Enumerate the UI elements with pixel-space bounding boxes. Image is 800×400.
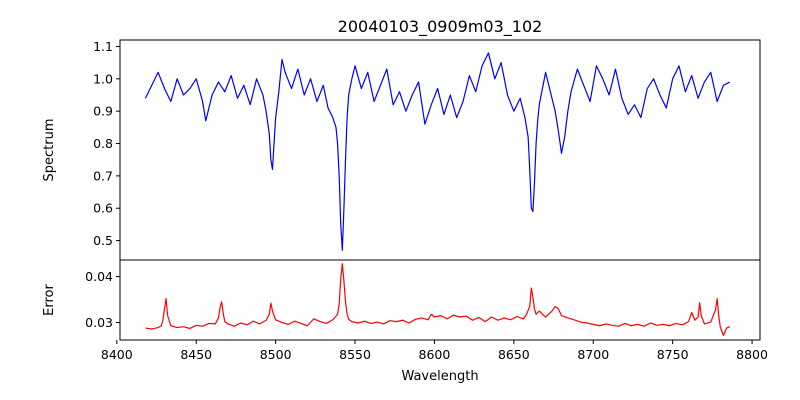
x-tick-label: 8400 — [101, 347, 133, 362]
x-axis-ticks: 8400 8450 8500 8550 8600 8650 8700 8750 8800 — [101, 340, 768, 362]
spectrum-plot-area — [144, 52, 731, 251]
x-tick-label: 8600 — [419, 347, 451, 362]
error-y-axis-label: Error — [42, 284, 57, 316]
spectrum-y-tick-label: 0.8 — [93, 136, 113, 151]
x-tick-label: 8700 — [577, 347, 609, 362]
spectrum-y-tick-label: 0.5 — [93, 233, 113, 248]
chart-title: 20040103_0909m03_102 — [338, 17, 543, 37]
error-y-tick-label: 0.03 — [85, 315, 113, 330]
spectrum-y-tick-label: 1.0 — [93, 71, 113, 86]
x-tick-label: 8550 — [339, 347, 371, 362]
x-tick-label: 8500 — [260, 347, 292, 362]
spectrum-y-ticks: 0.5 0.6 0.7 0.8 0.9 1.0 1.1 — [93, 39, 120, 248]
spectrum-y-axis-label: Spectrum — [42, 119, 57, 182]
x-axis-label: Wavelength — [401, 369, 478, 384]
spectrum-y-tick-label: 0.7 — [93, 168, 113, 183]
error-plot-area — [145, 263, 731, 336]
spectrum-series-line — [144, 52, 731, 251]
x-tick-label: 8800 — [736, 347, 768, 362]
spectrum-y-tick-label: 0.9 — [93, 104, 113, 119]
error-panel: 0.03 0.04 Error — [42, 259, 761, 341]
x-tick-label: 8450 — [180, 347, 212, 362]
spectrum-y-tick-label: 0.6 — [93, 201, 113, 216]
spectrum-y-tick-label: 1.1 — [93, 39, 113, 54]
error-y-ticks: 0.03 0.04 — [85, 269, 120, 330]
spectrum-panel: 0.5 0.6 0.7 0.8 0.9 1.0 1.1 Spectrum — [42, 39, 761, 261]
error-y-tick-label: 0.04 — [85, 269, 113, 284]
error-series-line — [145, 263, 731, 336]
x-tick-label: 8750 — [657, 347, 689, 362]
x-tick-label: 8650 — [498, 347, 530, 362]
error-axes-frame — [119, 259, 761, 341]
